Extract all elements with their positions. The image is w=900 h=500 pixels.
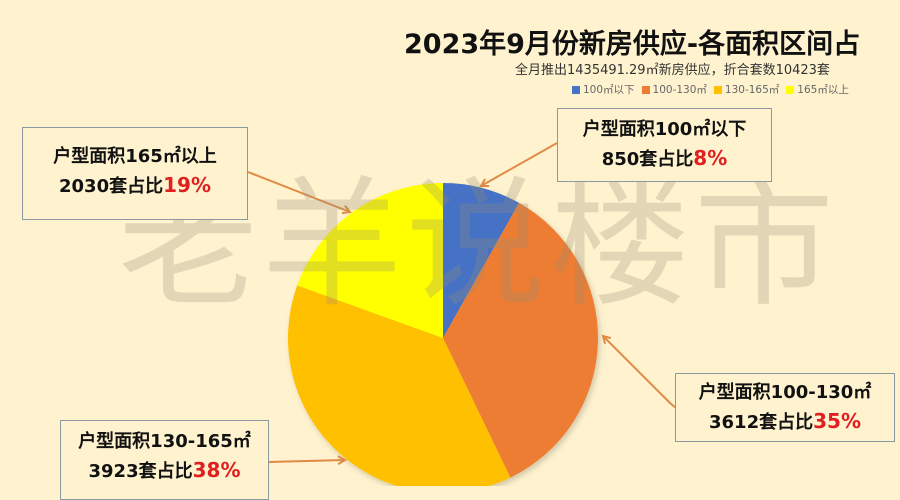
legend-item-under-100: 100㎡以下 (572, 82, 635, 97)
leader-arrow-over-165 (247, 171, 350, 212)
callout-under-100: 户型面积100㎡以下 850套占比8% (557, 108, 772, 182)
callout-title: 户型面积100㎡以下 (582, 119, 747, 140)
callout-stat: 3612套占比35% (676, 407, 894, 437)
legend-swatch (786, 85, 795, 94)
pie-slice-2 (288, 285, 511, 486)
callout-percent: 35% (813, 409, 861, 433)
pie-slice-1 (443, 202, 598, 478)
pie-chart (247, 142, 677, 486)
legend-label: 165㎡以上 (797, 84, 849, 96)
callout-percent: 38% (192, 458, 241, 482)
callout-count: 2030套占比 (59, 176, 164, 197)
callout-130-165: 户型面积130-165㎡ 3923套占比38% (60, 420, 269, 500)
callout-100-130: 户型面积100-130㎡ 3612套占比35% (675, 373, 895, 442)
callout-stat: 850套占比8% (558, 144, 771, 174)
leader-arrow-130-165 (267, 460, 345, 462)
callout-stat: 3923套占比38% (61, 456, 268, 486)
legend-item-over-165: 165㎡以上 (786, 82, 849, 97)
leader-arrow-under-100 (481, 142, 558, 186)
callout-title: 户型面积100-130㎡ (698, 382, 872, 403)
legend-swatch (713, 85, 722, 94)
chart-legend: 100㎡以下 100-130㎡ 130-165㎡ 165㎡以上 (572, 82, 849, 97)
callout-stat: 2030套占比19% (23, 171, 247, 201)
chart-title: 2023年9月份新房供应-各面积区间占 (404, 29, 861, 60)
callout-title: 户型面积165㎡以上 (53, 146, 217, 167)
leader-arrow-100-130 (603, 336, 677, 409)
legend-label: 130-165㎡ (724, 84, 780, 96)
legend-swatch (572, 85, 580, 94)
callout-over-165: 户型面积165㎡以上 2030套占比19% (22, 127, 248, 220)
pie-slice-3 (297, 183, 443, 338)
legend-item-100-130: 100-130㎡ (641, 82, 707, 97)
callout-title: 户型面积130-165㎡ (78, 431, 251, 452)
legend-label: 100㎡以下 (583, 84, 635, 96)
callout-count: 850套占比 (601, 149, 694, 170)
callout-count: 3923套占比 (88, 461, 193, 482)
pie-slice-0 (443, 182, 520, 338)
pie-slices (288, 182, 598, 486)
callout-percent: 8% (693, 146, 728, 170)
callout-count: 3612套占比 (709, 412, 814, 433)
legend-swatch (641, 85, 650, 94)
callout-percent: 19% (163, 173, 211, 197)
legend-item-130-165: 130-165㎡ (713, 82, 780, 97)
legend-label: 100-130㎡ (652, 84, 707, 96)
chart-subtitle: 全月推出1435491.29㎡新房供应，折合套数10423套 (515, 63, 830, 78)
